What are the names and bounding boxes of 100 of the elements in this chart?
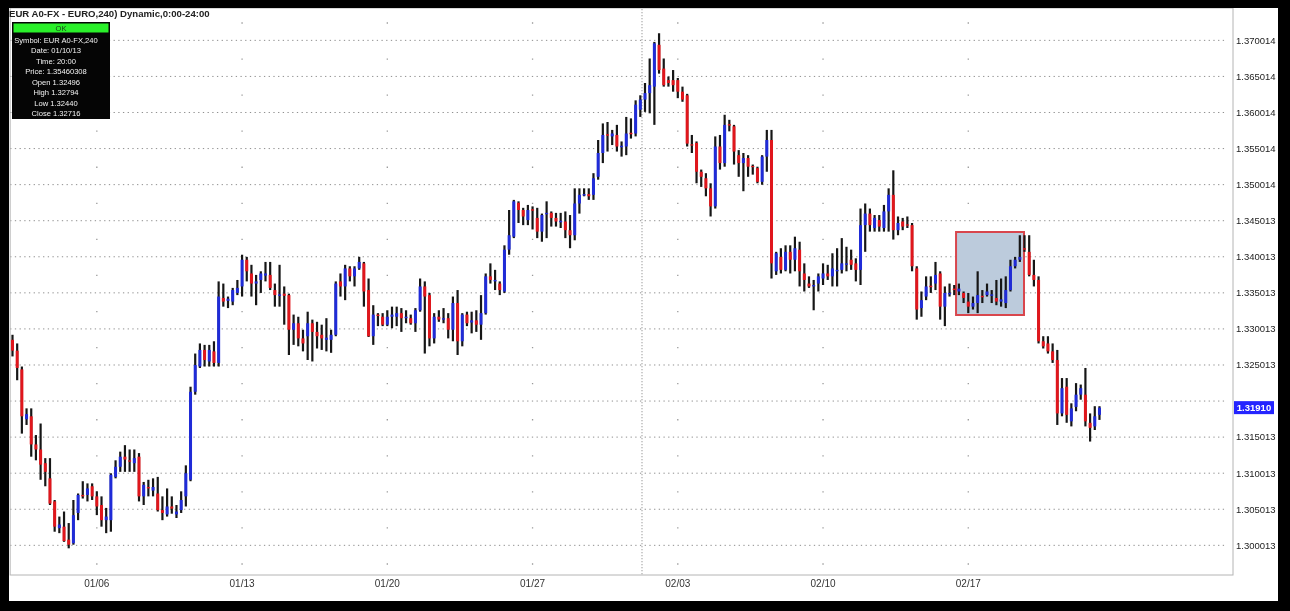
candlestick [868,207,872,233]
candlestick [976,270,980,315]
y-tick-label: 1.340013 [1236,251,1276,263]
candlestick [264,260,267,283]
candlestick [338,272,342,298]
candlestick [48,457,52,507]
candlestick [638,94,642,119]
candlestick [1088,412,1092,443]
candlestick [442,306,446,325]
candlestick [25,407,29,427]
candlestick [427,291,431,348]
y-tick-label: 1.370014 [1236,34,1276,46]
candlestick [1046,335,1050,355]
y-tick-label: 1.355014 [1236,142,1276,154]
candlestick [671,68,675,93]
chart-title: EUR A0-FX - EURO,240) Dynamic,0:00-24:00 [9,8,210,19]
candlestick [1074,382,1078,413]
candlestick [301,328,305,353]
y-tick-label: 1.300013 [1236,539,1276,551]
y-tick-label: 1.305013 [1236,503,1276,515]
candlestick [465,310,469,328]
candlestick [207,343,211,368]
candlestick [896,215,900,237]
candlestick [863,202,867,253]
y-tick-label: 1.325013 [1236,359,1276,371]
candlestick [577,187,581,215]
candlestick [943,285,947,328]
candlestick [67,521,71,550]
candlestick [966,291,970,315]
candlestick [770,128,773,280]
candlestick [142,480,146,507]
y-tick-label: 1.365014 [1236,70,1276,82]
candlestick [788,244,792,275]
candlestick [563,210,567,240]
candlestick [132,448,136,473]
candlestick [784,244,788,273]
candlestick [718,133,722,171]
y-tick-label: 1.330013 [1236,323,1276,335]
candlestick [324,317,328,353]
candlestick [680,85,684,103]
candlestick [844,245,848,273]
candlestick [212,340,216,368]
candlestick [273,282,277,308]
candlestick [816,272,820,293]
candlestick [39,422,43,481]
candlestick [676,76,680,100]
candlestick [76,492,80,522]
candlestick [779,247,783,275]
candlestick [709,182,713,218]
candlestick [924,275,928,302]
candlestick [259,270,263,295]
x-tick-label: 02/17 [955,578,982,589]
candlestick [859,207,863,287]
candlestick [245,255,249,283]
y-tick-label: 1.360014 [1236,106,1276,118]
candlestick [95,490,99,517]
candlestick [531,205,535,231]
candlestick [343,263,347,302]
candlestick [315,320,319,350]
candlestick [933,260,937,292]
candlestick [591,172,595,201]
y-tick-label: 1.345013 [1236,215,1276,227]
candlestick [85,482,89,503]
candlestick [310,318,314,363]
candlestick [249,263,253,298]
candlestick [1023,234,1027,253]
candlestick [596,138,600,181]
x-tick-label: 01/27 [520,578,546,589]
candlestick [840,237,844,275]
candlestick [137,451,141,503]
candlestick [643,81,647,113]
candlestick [854,257,858,283]
candlestick [919,290,923,318]
candlestick [746,154,750,178]
candlestick [306,310,310,362]
candlestick [849,248,853,271]
candlestick [278,263,282,308]
candlestick [615,123,619,153]
candlestick [474,309,478,333]
candlestick [390,305,394,330]
x-tick-label: 01/20 [374,578,401,589]
candlestick [554,211,558,228]
candlestick [446,312,450,340]
candlestick [798,240,802,288]
candlestick [1018,234,1022,264]
candlestick [1093,405,1097,432]
candlestick [765,128,769,173]
candlestick [329,328,333,354]
candlestick [423,280,427,355]
candlestick [1069,402,1073,428]
candlestick [151,477,155,498]
candlestick [292,313,296,346]
candlestick [821,262,825,287]
candlestick [648,57,652,115]
candlestick [203,343,207,368]
candlestick [160,495,164,522]
candlestick [118,450,122,473]
candlestick [43,457,47,488]
candlestick [123,444,127,473]
candlestick [517,200,520,225]
